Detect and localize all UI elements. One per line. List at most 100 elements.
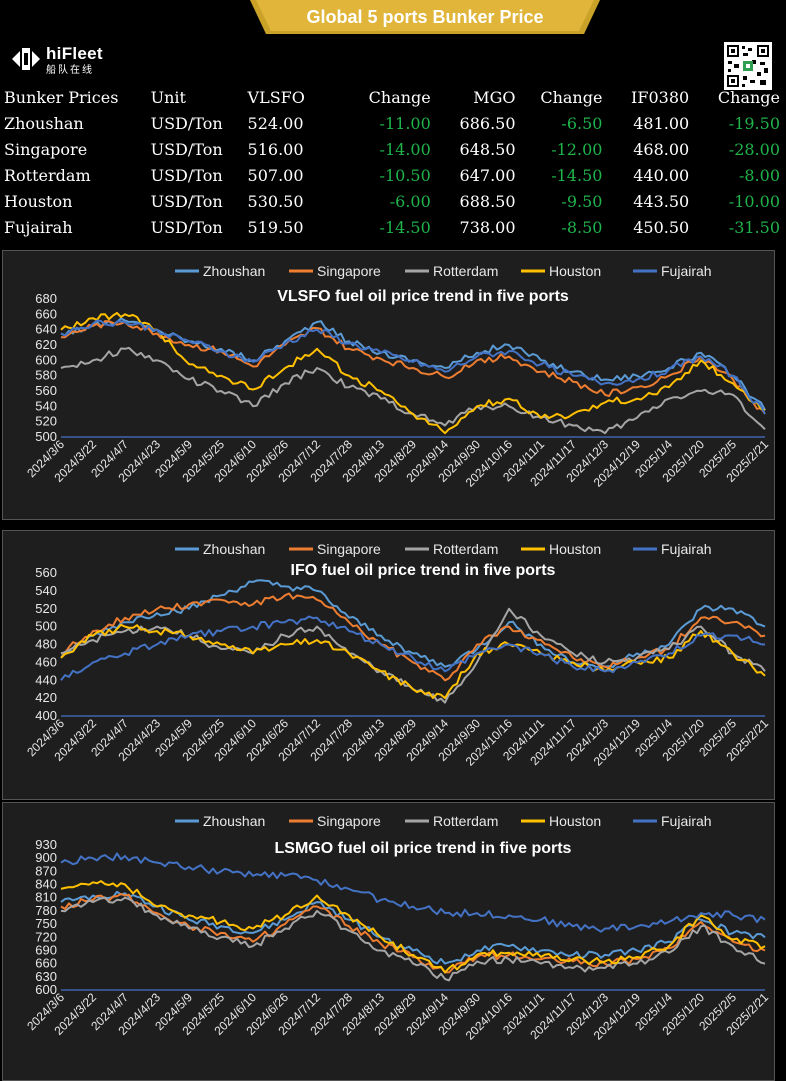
series-line-singapore: [60, 592, 766, 682]
y-tick-label: 440: [35, 672, 57, 687]
chart-legend: Zhoushan Singapore Rotterdam Houston Fujaira…: [175, 813, 712, 829]
legend-label: Houston: [549, 813, 601, 829]
y-tick-label: 520: [35, 414, 57, 429]
col-header: VLSFO: [247, 87, 305, 107]
port-name: Zhoushan: [4, 113, 84, 133]
series-line-fujairah: [60, 615, 766, 681]
y-tick-label: 620: [35, 337, 57, 352]
ifo380-price: 450.50: [633, 217, 690, 237]
y-tick-label: 420: [35, 690, 57, 705]
mgo-change: -8.50: [561, 217, 603, 237]
y-tick-label: 560: [35, 565, 57, 580]
series-line-singapore: [60, 320, 766, 415]
unit-cell: USD/Ton: [150, 217, 223, 237]
bunker-price-table: Bunker Prices Unit VLSFO Change MGO Chan…: [0, 84, 786, 240]
ifo380-price: 443.50: [633, 191, 690, 211]
unit-cell: USD/Ton: [150, 113, 223, 133]
table-row: Singapore USD/Ton 516.00 -14.00 648.50 -…: [0, 136, 786, 162]
series-line-fujairah: [60, 319, 766, 415]
mgo-change: -6.50: [561, 113, 603, 133]
mgo-price: 686.50: [459, 113, 516, 133]
series-line-fujairah: [60, 852, 766, 933]
hifleet-logo: hiFleet 船队在线: [10, 44, 120, 76]
ifo380-price: 468.00: [633, 139, 690, 159]
table-header-row: Bunker Prices Unit VLSFO Change MGO Chan…: [0, 84, 786, 110]
lsmgo-chart-panel: Zhoushan Singapore Rotterdam Houston Fujaira…: [2, 802, 775, 1081]
series-line-houston: [60, 623, 766, 700]
chart-title: LSMGO fuel oil price trend in five ports: [275, 840, 572, 857]
legend-label: Fujairah: [661, 541, 712, 557]
legend-label: Singapore: [317, 541, 381, 557]
vlsfo-price: 530.50: [247, 191, 304, 211]
col-header: Change: [368, 87, 431, 107]
y-tick-label: 840: [35, 877, 57, 892]
table-row: Houston USD/Ton 530.50 -6.00 688.50 -9.5…: [0, 188, 786, 214]
y-tick-label: 690: [35, 942, 57, 957]
y-tick-label: 930: [35, 837, 57, 852]
col-header: MGO: [473, 87, 516, 107]
port-name: Singapore: [4, 139, 88, 159]
y-tick-label: 600: [35, 982, 57, 997]
y-tick-label: 750: [35, 916, 57, 931]
vlsfo-change: -14.00: [379, 139, 431, 159]
y-tick-label: 540: [35, 398, 57, 413]
ifo-price-chart: Zhoushan Singapore Rotterdam Houston Fujaira…: [24, 541, 771, 769]
vlsfo-change: -14.50: [379, 217, 431, 237]
chart-title: VLSFO fuel oil price trend in five ports: [277, 288, 569, 305]
mgo-change: -14.50: [551, 165, 603, 185]
legend-label: Fujairah: [661, 813, 712, 829]
y-tick-label: 660: [35, 306, 57, 321]
legend-label: Houston: [549, 541, 601, 557]
ifo380-change: -31.50: [728, 217, 780, 237]
series-line-houston: [60, 880, 766, 974]
vlsfo-price: 507.00: [247, 165, 304, 185]
ifo380-price: 440.00: [633, 165, 690, 185]
vlsfo-change: -11.00: [379, 113, 431, 133]
vlsfo-chart-panel: Zhoushan Singapore Rotterdam Houston Fujaira…: [2, 250, 775, 520]
legend-label: Singapore: [317, 813, 381, 829]
qr-code-icon: [724, 42, 772, 90]
ifo380-change: -28.00: [728, 139, 780, 159]
y-tick-label: 500: [35, 429, 57, 444]
hifleet-logo-icon: [12, 48, 40, 70]
port-name: Rotterdam: [4, 165, 91, 185]
y-tick-label: 870: [35, 863, 57, 878]
ifo380-change: -19.50: [728, 113, 780, 133]
col-header: Unit: [150, 87, 186, 107]
lsmgo-price-chart: Zhoushan Singapore Rotterdam Houston Fujaira…: [24, 813, 771, 1043]
y-tick-label: 680: [35, 291, 57, 306]
y-tick-label: 560: [35, 383, 57, 398]
mgo-change: -9.50: [561, 191, 603, 211]
vlsfo-change: -6.00: [389, 191, 431, 211]
legend-label: Zhoushan: [203, 263, 265, 279]
legend-label: Rotterdam: [433, 541, 498, 557]
mgo-price: 738.00: [459, 217, 516, 237]
logo-brand: hiFleet: [46, 44, 103, 63]
vlsfo-change: -10.50: [379, 165, 431, 185]
y-tick-label: 780: [35, 903, 57, 918]
col-header: Bunker Prices: [4, 87, 119, 107]
table-row: Fujairah USD/Ton 519.50 -14.50 738.00 -8…: [0, 214, 786, 240]
series-line-rotterdam: [60, 896, 766, 982]
y-tick-label: 480: [35, 637, 57, 652]
legend-label: Houston: [549, 263, 601, 279]
vlsfo-price: 516.00: [247, 139, 304, 159]
y-tick-label: 630: [35, 969, 57, 984]
legend-label: Rotterdam: [433, 263, 498, 279]
port-name: Houston: [4, 191, 73, 211]
y-tick-label: 810: [35, 890, 57, 905]
y-tick-label: 660: [35, 956, 57, 971]
chart-title: IFO fuel oil price trend in five ports: [291, 562, 556, 579]
table-row: Zhoushan USD/Ton 524.00 -11.00 686.50 -6…: [0, 110, 786, 136]
series-line-zhoushan: [60, 579, 766, 669]
unit-cell: USD/Ton: [150, 191, 223, 211]
vlsfo-price: 524.00: [247, 113, 304, 133]
legend-label: Zhoushan: [203, 541, 265, 557]
ifo380-change: -10.00: [728, 191, 780, 211]
y-tick-label: 640: [35, 322, 57, 337]
y-tick-label: 500: [35, 619, 57, 634]
title-banner: Global 5 ports Bunker Price: [0, 0, 786, 34]
legend-label: Fujairah: [661, 263, 712, 279]
table-row: Rotterdam USD/Ton 507.00 -10.50 647.00 -…: [0, 162, 786, 188]
series-line-houston: [60, 312, 766, 435]
